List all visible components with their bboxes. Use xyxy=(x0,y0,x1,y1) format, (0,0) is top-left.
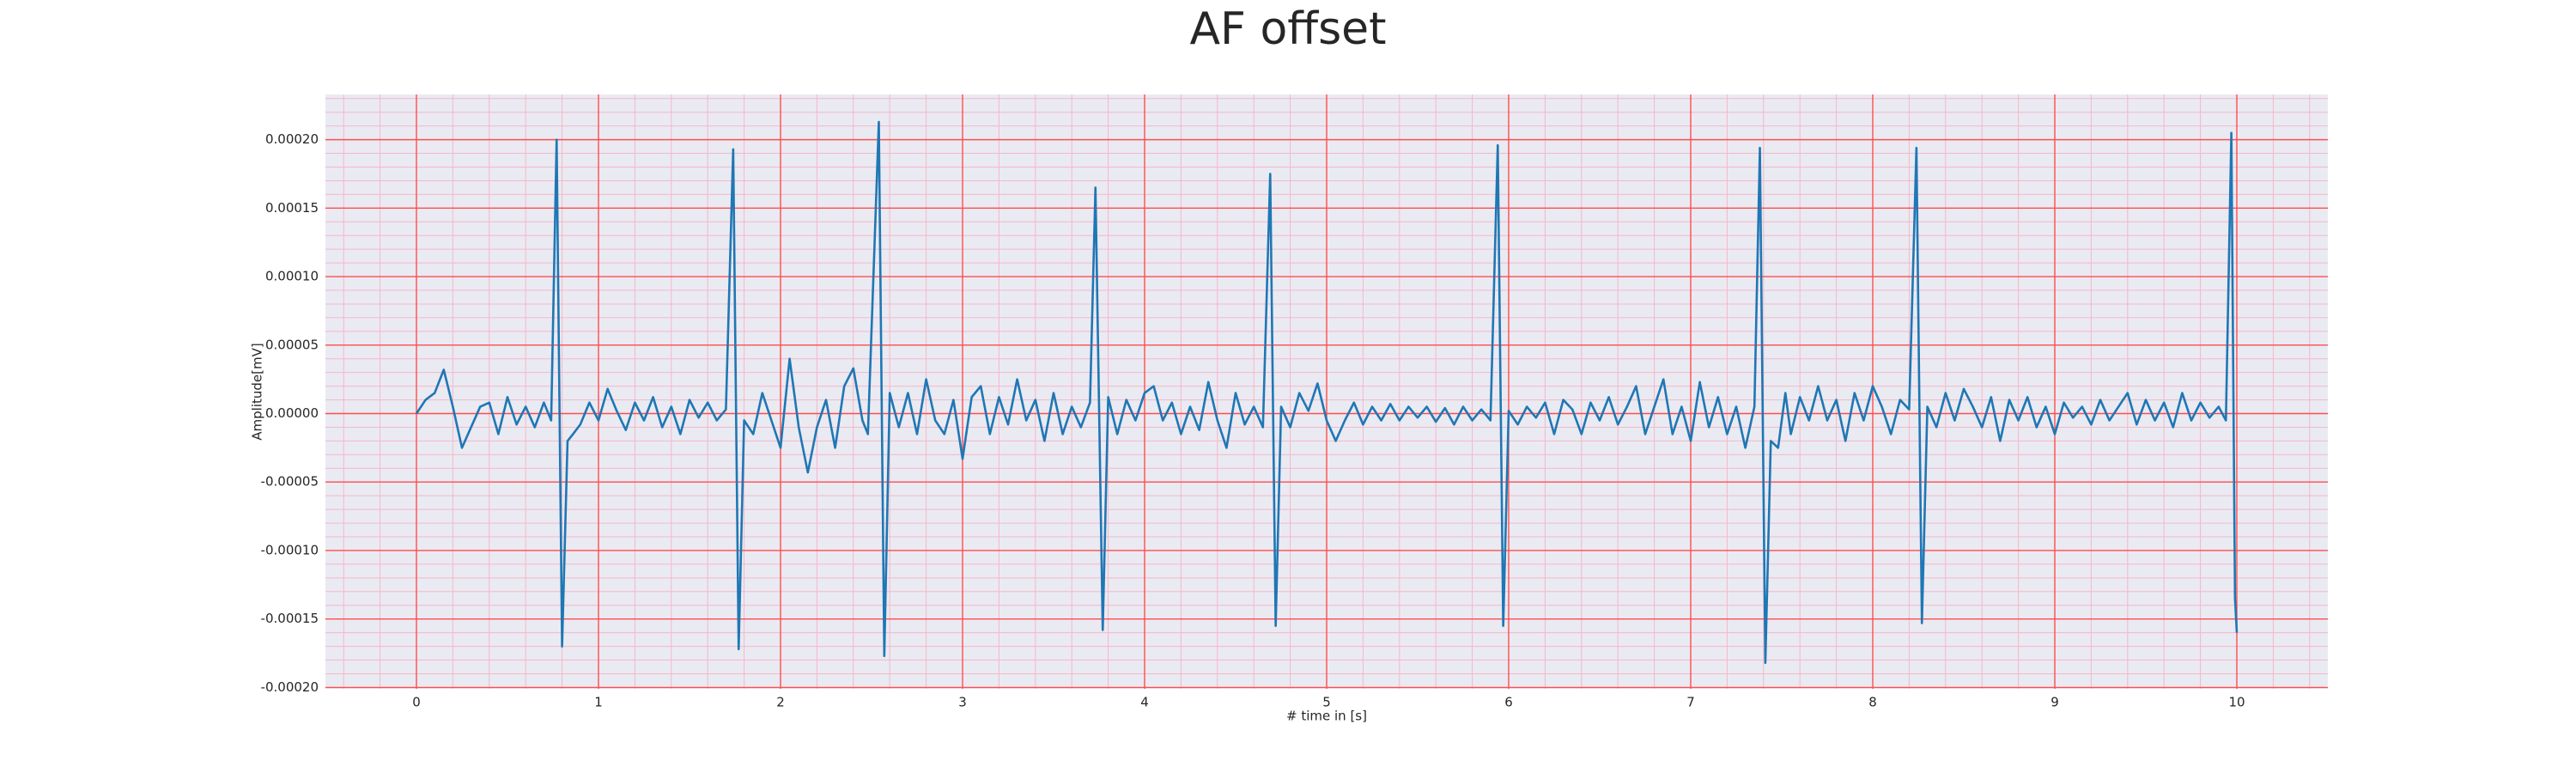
chart-title: AF offset xyxy=(1189,3,1386,55)
x-tick-label: 1 xyxy=(594,695,603,710)
y-tick-label: -0.00005 xyxy=(261,474,319,490)
y-tick-label: 0.00005 xyxy=(265,337,319,352)
signal-line xyxy=(415,120,2239,665)
x-tick-label: 2 xyxy=(776,695,785,710)
y-tick-label: -0.00010 xyxy=(261,542,319,557)
x-tick-label: 6 xyxy=(1504,695,1513,710)
x-tick-label: 10 xyxy=(2228,695,2245,710)
x-tick-label: 9 xyxy=(2050,695,2059,710)
y-tick-label: 0.00015 xyxy=(265,200,319,216)
x-tick-label: 0 xyxy=(412,695,421,710)
x-tick-label: 7 xyxy=(1686,695,1695,710)
y-tick-label: -0.00015 xyxy=(261,611,319,626)
y-tick-label: -0.00020 xyxy=(261,679,319,695)
y-axis-label: Amplitude[mV] xyxy=(250,343,265,440)
y-tick-label: 0.00000 xyxy=(265,405,319,421)
x-tick-label: 8 xyxy=(1868,695,1877,710)
x-tick-label: 5 xyxy=(1322,695,1331,710)
x-tick-label: 3 xyxy=(958,695,967,710)
y-tick-label: 0.00020 xyxy=(265,131,319,147)
x-axis-label: # time in [s] xyxy=(1286,709,1367,724)
y-tick-label: 0.00010 xyxy=(265,269,319,284)
x-tick-label: 4 xyxy=(1140,695,1149,710)
grid xyxy=(325,94,2328,689)
